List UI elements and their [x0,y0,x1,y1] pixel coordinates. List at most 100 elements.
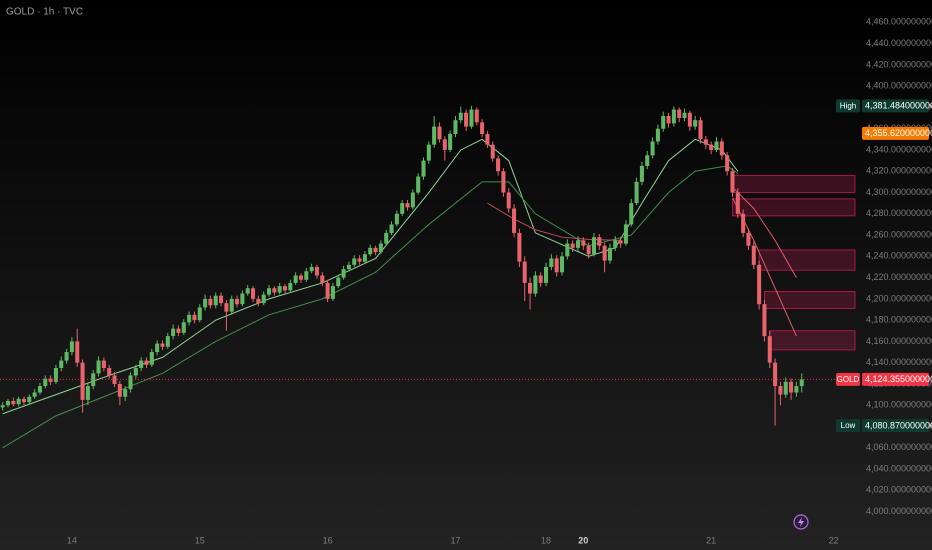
x-tick-label: 21 [706,535,716,545]
candle-body [741,213,746,233]
x-tick-label: 16 [323,535,333,545]
candle-body [757,264,762,305]
candle-body [783,381,788,395]
candle-body [48,378,53,382]
candle-body [591,237,596,255]
candle-body [581,240,586,246]
indicator-icon[interactable] [793,514,809,530]
candle-body [554,258,559,273]
chart-title: GOLD · 1h · TVC [6,7,83,18]
candle-body [389,224,394,233]
candle-body [261,294,266,304]
candle-body [272,288,277,293]
supply-zone [769,330,856,351]
candle-body [32,392,37,397]
candle-body [421,160,426,177]
candle-body [533,275,538,294]
candle-body [229,298,234,312]
candle-body [480,122,485,135]
candle-body [634,181,639,204]
candle-body [16,398,21,405]
candle-body [256,298,261,304]
candle-body [176,328,181,333]
candle-body [21,398,26,403]
candle-body [43,378,48,387]
candle-body [432,126,437,145]
candle-body [80,362,85,400]
candle-body [613,240,618,248]
x-tick-label: 15 [195,535,205,545]
candle-body [245,288,250,294]
candle-body [682,112,687,119]
candle-body [181,322,186,333]
candle-body [336,277,341,287]
y-tick-label: 4,200.000000000 [866,293,932,303]
price-tag-name-box [836,419,860,433]
candle-body [213,295,218,306]
price-tag-name: Low [841,421,856,430]
candle-body [410,192,415,208]
candle-body [549,258,554,267]
candle-body [751,245,756,265]
price-tag-label: 4,381.484000000 [865,101,932,111]
candle-body [671,109,676,124]
candle-body [362,254,367,262]
candle-body [224,303,229,312]
candle-body [208,298,213,306]
candle-body [570,243,575,248]
moving-average [2,165,739,449]
candle-body [565,243,570,257]
candle-body [789,381,794,393]
candle-body [767,336,772,363]
candle-body [128,375,133,390]
candle-body [59,360,64,369]
y-tick-label: 4,400.000000000 [866,81,932,91]
candle-body [298,275,304,280]
candle-body [144,360,149,365]
candle-body [251,288,256,299]
candle-body [645,155,650,166]
candle-body [373,247,378,253]
candle-body [384,232,389,244]
candle-body [730,171,735,193]
candle-body [378,243,383,253]
y-tick-label: 4,020.000000000 [866,485,932,495]
y-tick-label: 4,420.000000000 [866,59,932,69]
price-tag [862,419,929,433]
candle-body [282,286,288,291]
candle-body [192,314,197,321]
candle-body [314,266,319,276]
candle-body [64,352,69,361]
candle-body [762,304,767,337]
y-tick-label: 4,060.000000000 [866,442,932,452]
y-tick-label: 4,320.000000000 [866,166,932,176]
candle-body [501,171,506,193]
price-tag [862,99,929,113]
candle-body [240,293,245,305]
candle-body [37,386,42,393]
candle-body [293,275,298,283]
supply-zone [764,291,856,309]
candle-body [639,165,644,182]
candle-body [171,328,176,337]
price-tag-name: GOLD [837,375,860,384]
candle-body [357,258,362,262]
candle-body [405,203,410,208]
y-tick-label: 4,240.000000000 [866,251,932,261]
candle-body [496,158,501,172]
candle-body [5,400,11,406]
candle-body [528,282,533,294]
candle-body [117,383,122,397]
candle-body [133,368,138,376]
y-tick-label: 4,100.000000000 [866,400,932,410]
price-tag-label: 4,355.620000000 [865,128,932,138]
candle-body [346,264,351,270]
candle-body [304,271,309,280]
y-tick-label: 4,340.000000000 [866,144,932,154]
moving-average [2,138,739,415]
candle-body [400,203,405,214]
candle-body [288,282,293,291]
candle-body [469,109,474,127]
candle-body [341,269,346,278]
candle-body [53,368,58,382]
